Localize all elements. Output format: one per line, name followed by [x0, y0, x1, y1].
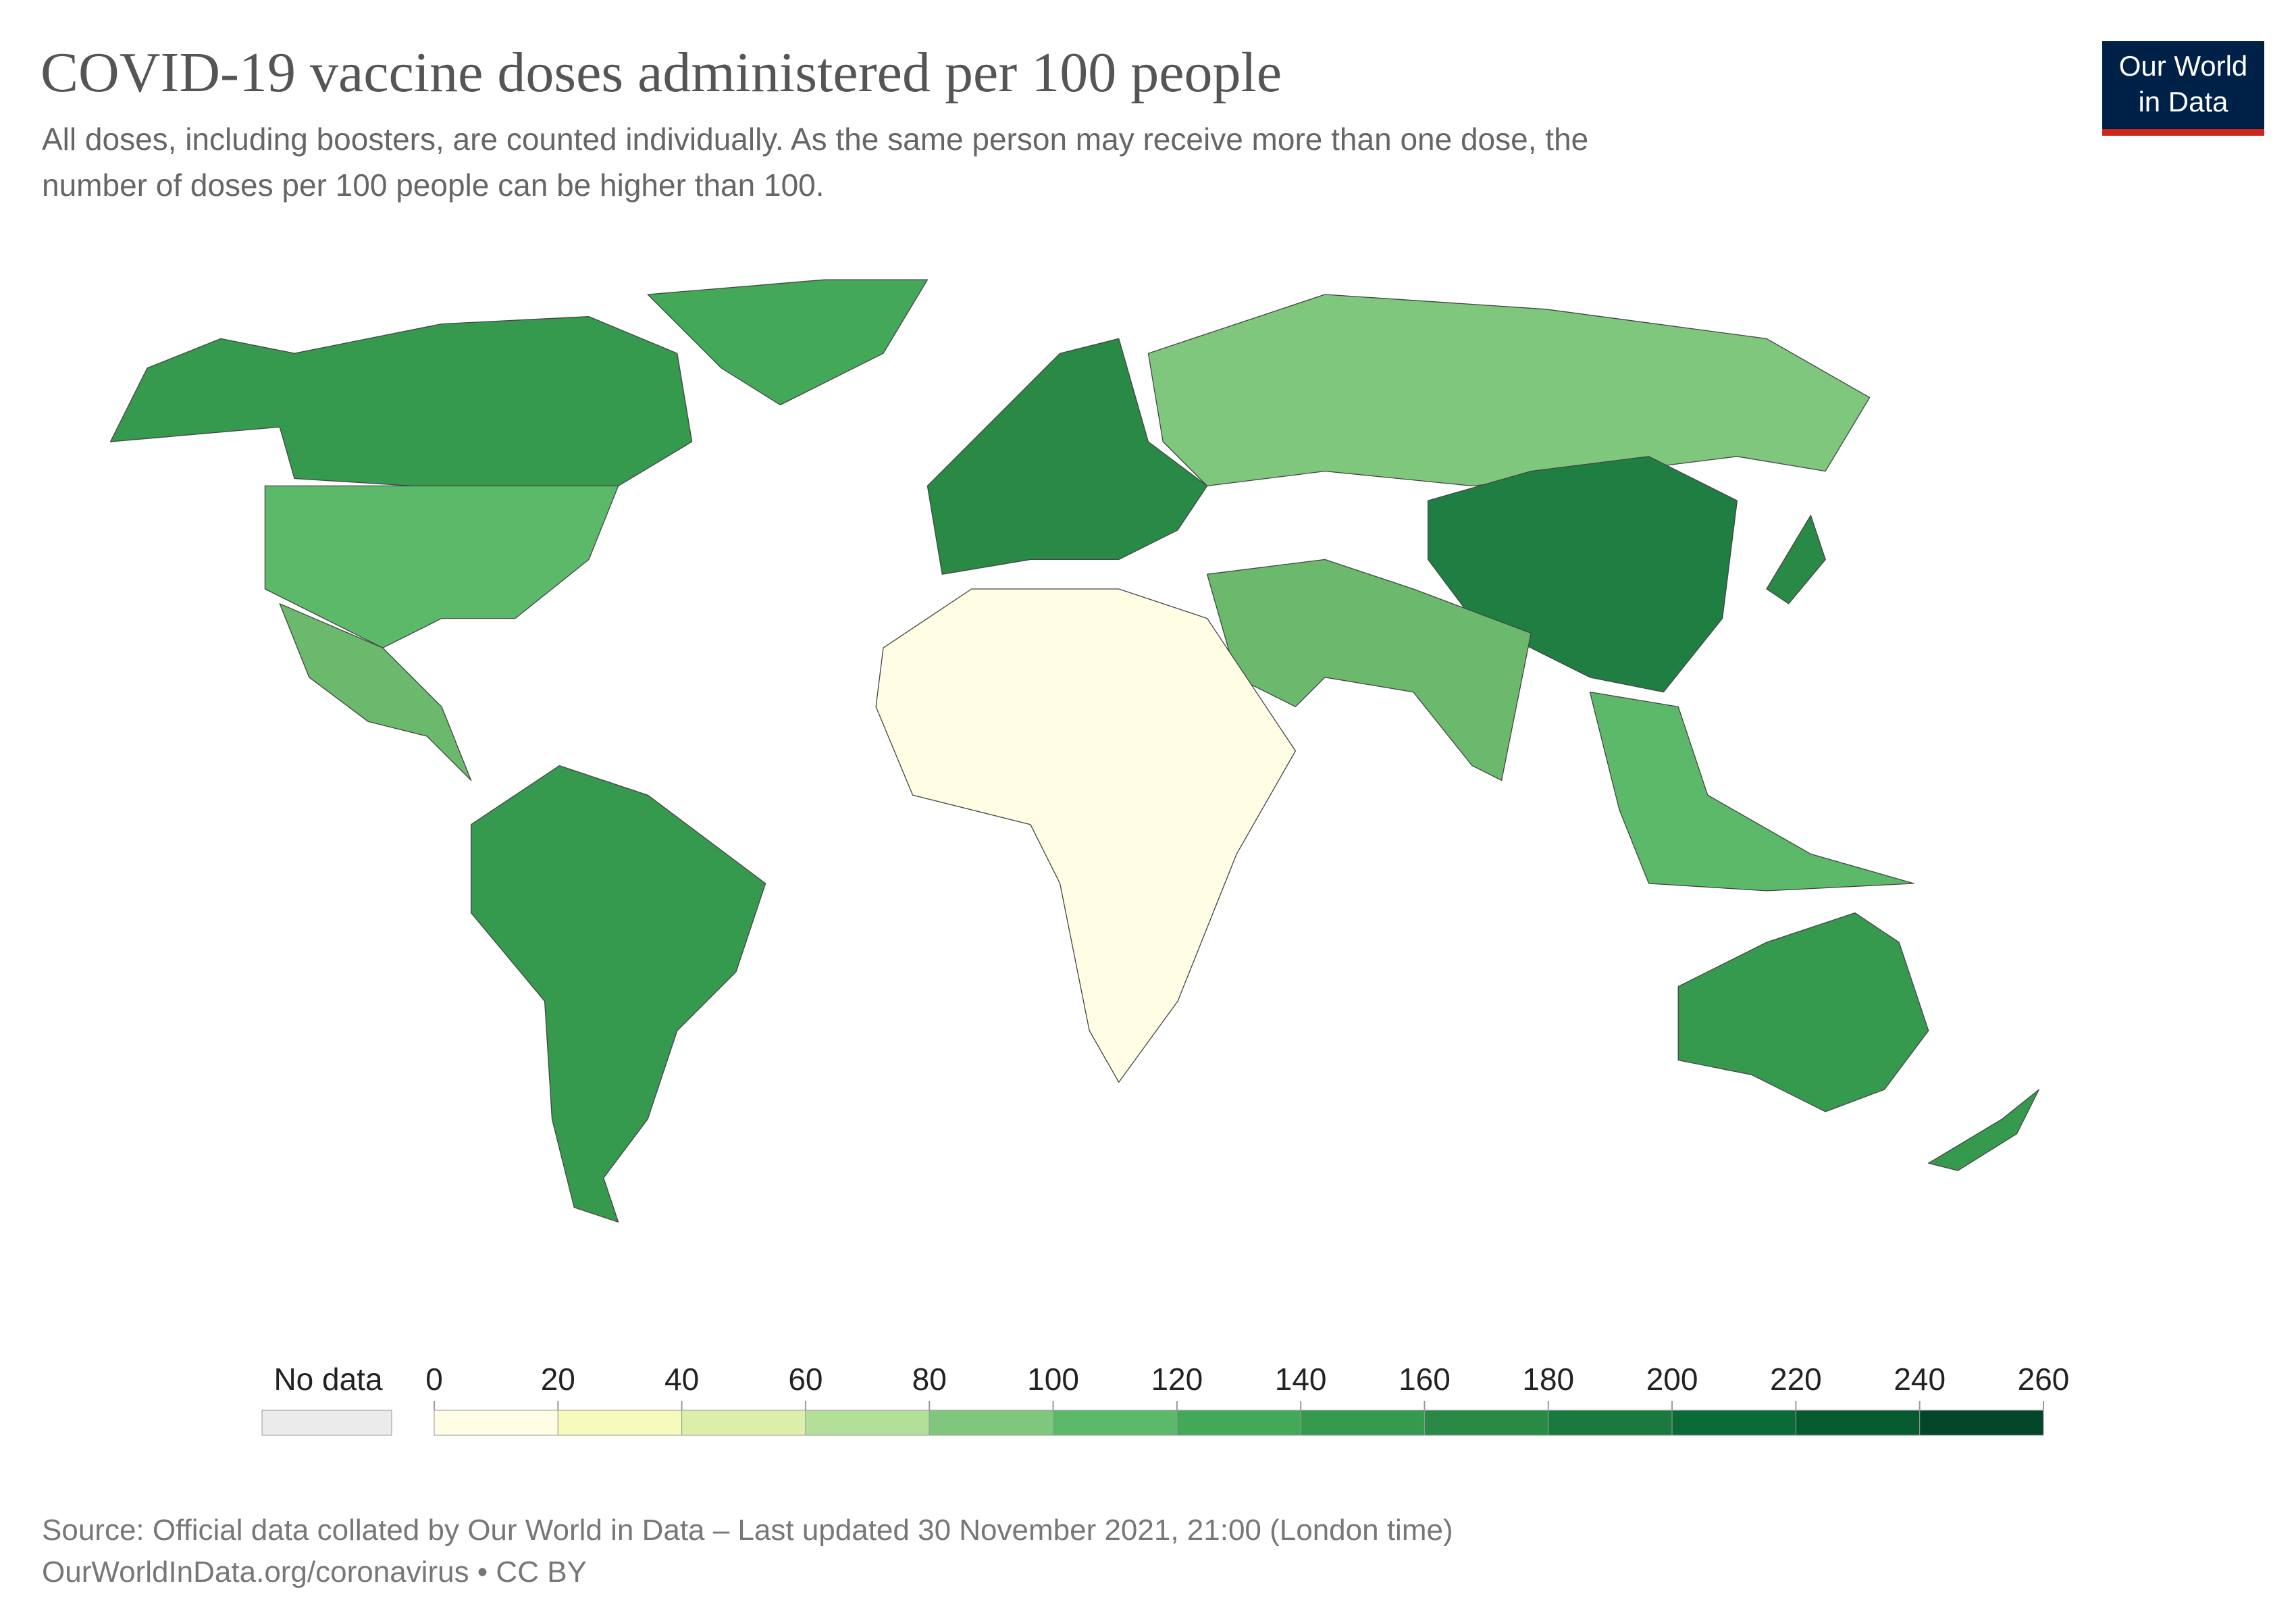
legend-label: 160	[1399, 1362, 1451, 1397]
legend-swatch	[805, 1410, 930, 1436]
legend-label: 140	[1275, 1362, 1327, 1397]
legend-swatch	[1300, 1410, 1425, 1436]
country	[1589, 691, 1914, 892]
legend-label: 0	[425, 1362, 443, 1397]
legend-label: 20	[541, 1362, 575, 1397]
legend-swatch	[681, 1410, 806, 1436]
subtitle: number of doses per 100 people can be hi…	[42, 168, 825, 203]
no-data-label: No data	[273, 1362, 383, 1397]
country	[109, 316, 693, 531]
map	[109, 279, 2039, 1223]
country	[470, 765, 766, 1223]
country	[1206, 559, 1532, 781]
logo[interactable]: Our World in Data	[2102, 41, 2264, 136]
country	[647, 279, 929, 406]
legend-label: 40	[664, 1362, 699, 1397]
country	[1677, 912, 1929, 1112]
logo-bar	[2102, 129, 2264, 136]
legend-swatch	[1548, 1410, 1673, 1436]
title: COVID-19 vaccine doses administered per …	[41, 41, 1282, 104]
legend-swatch	[929, 1410, 1054, 1436]
country	[279, 603, 472, 781]
legend-swatch	[1053, 1410, 1178, 1436]
legend-swatch	[434, 1410, 558, 1436]
legend: 0 20 40 60 80 100 120 140 160 180 200 220 240 260	[425, 1362, 2070, 1436]
legend-swatch	[1176, 1410, 1301, 1436]
legend-swatch	[557, 1410, 683, 1436]
legend-label: 120	[1151, 1362, 1203, 1397]
legend-swatch	[1795, 1410, 1921, 1436]
legend-label: 200	[1646, 1362, 1698, 1397]
country	[1928, 1089, 2039, 1171]
legend-label: 80	[912, 1362, 947, 1397]
logo-text: in Data	[2138, 86, 2228, 118]
subtitle: All doses, including boosters, are count…	[42, 122, 1588, 157]
legend-swatch	[1424, 1410, 1549, 1436]
legend-label: 180	[1522, 1362, 1574, 1397]
country	[875, 588, 1297, 1083]
legend-label: 240	[1894, 1362, 1946, 1397]
legend-label: 220	[1770, 1362, 1822, 1397]
legend-label: 100	[1027, 1362, 1079, 1397]
source: Source: Official data collated by Our Wo…	[42, 1514, 1453, 1547]
country	[1766, 515, 1826, 604]
country	[264, 485, 619, 648]
legend-label: 260	[2018, 1362, 2070, 1397]
legend-swatch	[1671, 1410, 1796, 1436]
logo-box	[2102, 41, 2264, 129]
country	[1147, 294, 1871, 487]
legend-swatch	[1919, 1410, 2044, 1436]
footer-url: OurWorldInData.org/coronavirus • CC BY	[42, 1555, 587, 1589]
no-data-swatch	[261, 1410, 392, 1436]
legend-label: 60	[788, 1362, 823, 1397]
logo-text: Our World	[2119, 50, 2248, 82]
